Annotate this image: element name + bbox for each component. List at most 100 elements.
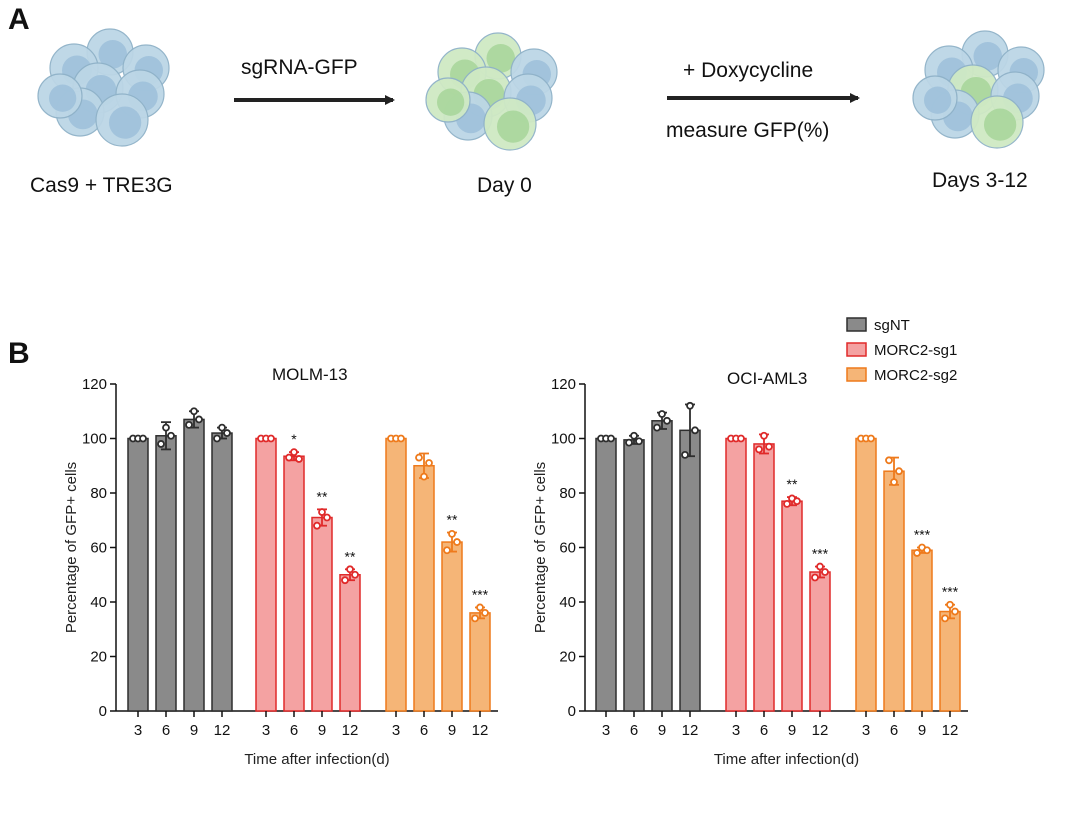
bar-MORC2-sg1-d9 bbox=[781, 500, 803, 712]
bar-MORC2-sg1-d3 bbox=[725, 437, 747, 712]
data-point bbox=[190, 407, 198, 416]
significance-label: *** bbox=[942, 584, 959, 600]
x-tick-label: 12 bbox=[812, 722, 829, 739]
data-point bbox=[663, 416, 671, 425]
y-axis-label: Percentage of GFP+ cells bbox=[532, 462, 549, 633]
significance-label: ** bbox=[317, 488, 328, 504]
y-tick-label: 60 bbox=[559, 540, 576, 557]
bar-MORC2-sg2-d6 bbox=[413, 465, 435, 712]
data-point bbox=[425, 459, 433, 467]
x-tick-label: 9 bbox=[788, 722, 796, 739]
bar-sgNT-d6 bbox=[155, 435, 177, 712]
bar-sgNT-d6 bbox=[623, 439, 645, 712]
bar-MORC2-sg2-d6 bbox=[883, 470, 905, 712]
legend: sgNT MORC2-sg1 MORC2-sg2 bbox=[846, 317, 957, 384]
data-point bbox=[890, 478, 898, 487]
x-tick-label: 6 bbox=[890, 722, 898, 739]
significance-label: ** bbox=[787, 476, 798, 492]
y-tick-label: 100 bbox=[82, 431, 107, 448]
x-tick-label: 9 bbox=[318, 722, 326, 739]
nucleus-7 bbox=[437, 88, 465, 116]
nucleus-6 bbox=[109, 106, 142, 139]
data-point bbox=[218, 423, 226, 432]
start-label: Cas9 + TRE3G bbox=[30, 174, 173, 197]
data-point bbox=[923, 546, 931, 555]
legend-label-sgNT: sgNT bbox=[874, 317, 910, 334]
data-point bbox=[755, 445, 763, 454]
significance-label: ** bbox=[447, 512, 458, 528]
data-point bbox=[885, 456, 893, 465]
day0-label: Day 0 bbox=[477, 174, 532, 197]
chart-oci-aml3: OCI-AML3 0 20 40 60 80 100 120 Percentage of GFP… bbox=[532, 369, 968, 768]
cell-cluster-start bbox=[37, 28, 170, 147]
cell-cluster-day0 bbox=[425, 32, 558, 151]
data-point bbox=[318, 508, 326, 516]
data-point bbox=[346, 565, 354, 574]
y-axis-label: Percentage of GFP+ cells bbox=[63, 462, 80, 633]
legend-swatch-sgNT bbox=[846, 317, 867, 332]
data-point bbox=[816, 562, 824, 571]
data-point bbox=[443, 546, 451, 555]
y-tick-label: 40 bbox=[90, 594, 107, 611]
data-point bbox=[760, 431, 768, 440]
data-point bbox=[157, 440, 165, 448]
data-point bbox=[323, 513, 331, 522]
arrow2-label-top: + Doxycycline bbox=[683, 59, 813, 82]
data-point bbox=[448, 529, 456, 538]
x-tick-label: 9 bbox=[190, 722, 198, 739]
data-point bbox=[295, 455, 303, 463]
data-point bbox=[913, 549, 921, 557]
data-point bbox=[895, 467, 903, 476]
data-point bbox=[139, 434, 147, 443]
data-point bbox=[658, 410, 666, 418]
cell-cluster-days3-12 bbox=[912, 30, 1045, 149]
days-label: Days 3-12 bbox=[932, 169, 1028, 192]
data-point bbox=[481, 609, 489, 617]
data-point bbox=[607, 434, 615, 443]
x-tick-label: 6 bbox=[162, 722, 170, 739]
data-point bbox=[653, 423, 661, 432]
significance-label: *** bbox=[812, 546, 829, 562]
bar-MORC2-sg1-d3 bbox=[255, 437, 277, 712]
data-point bbox=[867, 434, 875, 443]
chart-title: MOLM-13 bbox=[272, 365, 348, 384]
bar-sgNT-d9 bbox=[183, 418, 205, 712]
data-point bbox=[397, 434, 405, 443]
x-axis-label: Time after infection(d) bbox=[714, 751, 859, 768]
bar-MORC2-sg2-d9 bbox=[911, 549, 933, 712]
y-tick-label: 0 bbox=[568, 703, 576, 720]
y-tick-label: 80 bbox=[90, 485, 107, 502]
y-tick-label: 20 bbox=[559, 649, 576, 666]
panel-a-letter: A bbox=[8, 3, 30, 36]
y-tick-label: 120 bbox=[551, 376, 576, 393]
x-tick-label: 9 bbox=[448, 722, 456, 739]
x-tick-label: 12 bbox=[682, 722, 699, 739]
data-point bbox=[285, 453, 293, 462]
x-tick-label: 3 bbox=[862, 722, 870, 739]
x-tick-label: 9 bbox=[918, 722, 926, 739]
panel-b-letter: B bbox=[8, 337, 30, 370]
data-point bbox=[737, 434, 745, 443]
data-point bbox=[420, 472, 428, 481]
data-point bbox=[630, 431, 638, 440]
nucleus-0 bbox=[98, 40, 128, 69]
data-point bbox=[267, 434, 275, 443]
bar-MORC2-sg2-d3 bbox=[385, 437, 407, 712]
arrow1-label: sgRNA-GFP bbox=[241, 56, 358, 79]
data-point bbox=[290, 448, 298, 457]
data-point bbox=[195, 415, 203, 424]
data-point bbox=[213, 434, 221, 443]
y-tick-label: 80 bbox=[559, 485, 576, 502]
data-point bbox=[167, 431, 175, 440]
x-tick-label: 3 bbox=[262, 722, 270, 739]
data-point bbox=[765, 442, 773, 451]
nucleus-6 bbox=[497, 110, 530, 143]
y-tick-label: 40 bbox=[559, 594, 576, 611]
bar-MORC2-sg1-d6 bbox=[753, 443, 775, 712]
chart-title: OCI-AML3 bbox=[727, 369, 807, 388]
data-point bbox=[162, 423, 170, 432]
data-point bbox=[821, 568, 829, 576]
nucleus-6 bbox=[984, 108, 1017, 141]
bar-MORC2-sg2-d3 bbox=[855, 437, 877, 712]
data-point bbox=[691, 426, 699, 435]
